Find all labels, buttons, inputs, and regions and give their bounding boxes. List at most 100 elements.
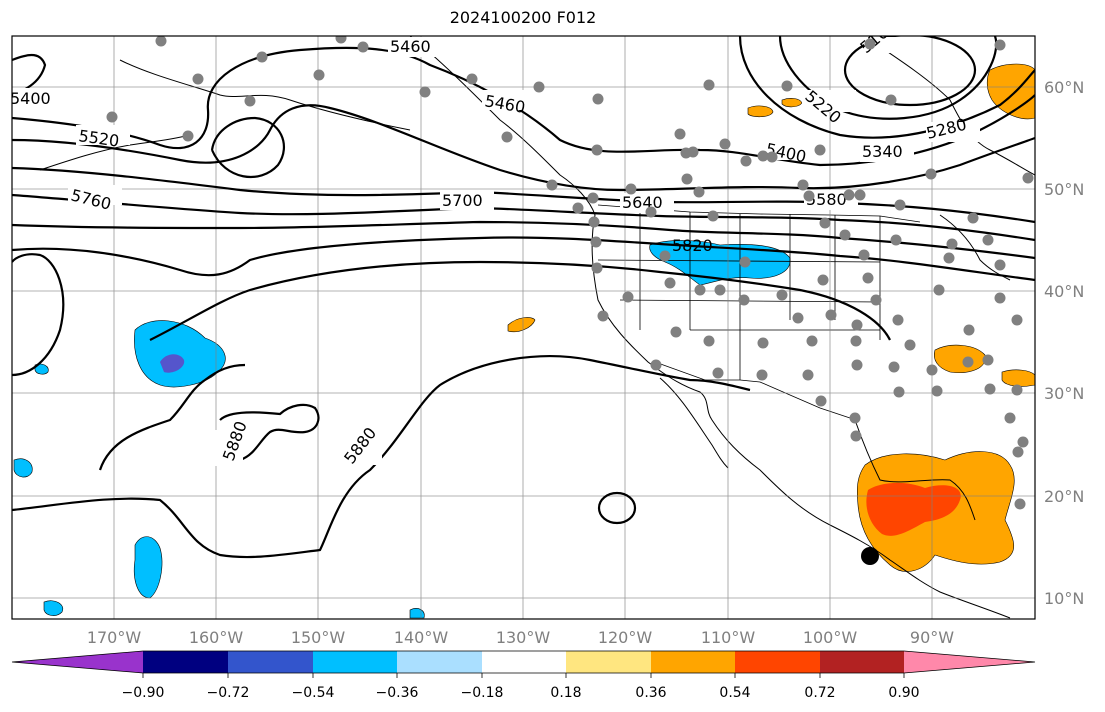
contour-label-5640: 5640 — [622, 193, 663, 212]
colorbar-tick-marks — [142, 673, 905, 678]
station-dot — [904, 339, 916, 351]
station-dot — [625, 183, 637, 195]
colorbar-tick-label-0: −0.90 — [122, 685, 165, 701]
station-dot — [1011, 384, 1023, 396]
station-dot — [1022, 172, 1034, 184]
station-dot — [357, 41, 369, 53]
station-dot — [740, 155, 752, 167]
station-dot — [719, 138, 731, 150]
shade-canada-orange2 — [781, 98, 803, 108]
shade-east-orange2 — [1001, 369, 1035, 387]
station-dot — [106, 111, 118, 123]
colorbar-cell-0 — [12, 651, 143, 673]
station-dot — [650, 359, 662, 371]
contour-5820 — [12, 236, 1035, 282]
lon-label-150w: 150°W — [291, 628, 346, 647]
station-dot — [843, 189, 855, 201]
station-dot — [885, 94, 897, 106]
station-dot — [244, 95, 256, 107]
station-dot — [946, 238, 958, 250]
station-dot — [693, 186, 705, 198]
contour-label-5340: 5340 — [862, 142, 903, 161]
station-dot — [815, 395, 827, 407]
lat-label-30n: 30°N — [1044, 384, 1084, 403]
station-dot — [592, 93, 604, 105]
contour-label-5580: 5580 — [806, 190, 847, 209]
station-dot — [738, 294, 750, 306]
colorbar-cell-5 — [482, 651, 566, 673]
station-dot — [850, 335, 862, 347]
station-dot — [533, 81, 545, 93]
colorbar-cell-6 — [566, 651, 651, 673]
station-dot — [781, 80, 793, 92]
lat-label-20n: 20°N — [1044, 487, 1084, 506]
contour-line-g — [149, 260, 891, 341]
station-dot — [591, 262, 603, 274]
latitude-labels: 60°N 50°N 40°N 30°N 20°N 10°N — [1044, 78, 1084, 608]
station-dot — [792, 312, 804, 324]
station-dot — [501, 131, 513, 143]
lon-label-160w: 160°W — [189, 628, 244, 647]
shade-pacific-west2 — [34, 363, 49, 375]
station-dot — [756, 369, 768, 381]
map-frame — [11, 35, 1036, 620]
station-dot — [546, 179, 558, 191]
station-dot — [802, 369, 814, 381]
station-dot — [335, 36, 347, 44]
colorbar-tick-label-2: −0.54 — [292, 685, 335, 701]
coast-aleutians — [39, 134, 191, 171]
station-dot — [984, 383, 996, 395]
station-dot — [1014, 498, 1026, 510]
station-dot — [851, 319, 863, 331]
contour-line-d — [12, 193, 1035, 242]
station-dot — [892, 314, 904, 326]
station-dot — [587, 192, 599, 204]
colorbar-tick-label-4: −0.18 — [461, 685, 504, 701]
shade-pacific-sw — [133, 536, 163, 599]
station-dot — [674, 128, 686, 140]
station-dot — [839, 229, 851, 241]
contour-5220 — [778, 36, 998, 120]
colorbar: −0.90 −0.72 −0.54 −0.36 −0.18 0.18 0.36 … — [11, 650, 1036, 701]
border-us-canada — [597, 204, 921, 223]
colorbar-cell-3 — [313, 651, 397, 673]
station-dot — [854, 189, 866, 201]
station-dot — [664, 277, 676, 289]
lat-label-40n: 40°N — [1044, 282, 1084, 301]
station-dot — [982, 354, 994, 366]
contour-label-5460-top: 5460 — [390, 37, 431, 56]
station-dot — [256, 51, 268, 63]
lat-label-50n: 50°N — [1044, 180, 1084, 199]
shade-pacific-purple — [160, 354, 185, 373]
colorbar-tick-label-1: −0.72 — [207, 685, 250, 701]
station-dot — [597, 310, 609, 322]
station-dot — [803, 190, 815, 202]
station-dot — [588, 216, 600, 228]
lon-label-130w: 130°W — [496, 628, 551, 647]
shade-pacific-west1 — [13, 458, 33, 478]
station-dot — [925, 168, 937, 180]
station-dot — [967, 212, 979, 224]
station-dot — [819, 217, 831, 229]
station-dot — [714, 284, 726, 296]
state-lines-2 — [597, 259, 881, 331]
station-dot — [703, 335, 715, 347]
contour-label-5400-west: 5400 — [10, 89, 51, 108]
station-dot — [645, 206, 657, 218]
lon-label-110w: 110°W — [701, 628, 756, 647]
contour-closed-low — [597, 491, 637, 525]
contour-loop-nw — [210, 116, 285, 179]
colorbar-cell-7 — [651, 651, 735, 673]
station-dot — [155, 36, 167, 47]
station-dot — [870, 294, 882, 306]
station-dot — [888, 361, 900, 373]
station-dot — [893, 386, 905, 398]
station-dot — [825, 309, 837, 321]
shade-rockies-blue — [649, 240, 791, 286]
station-dot — [994, 259, 1006, 271]
lon-label-100w: 100°W — [803, 628, 858, 647]
station-dot — [926, 364, 938, 376]
station-dot — [994, 292, 1006, 304]
station-dot — [766, 151, 778, 163]
